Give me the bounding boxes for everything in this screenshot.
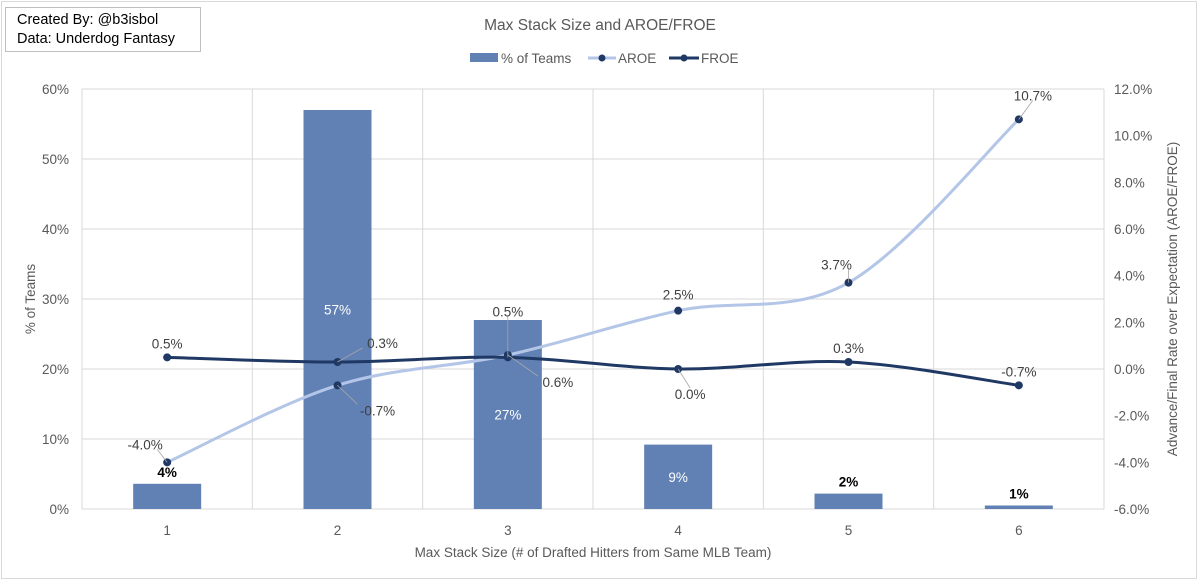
legend-swatch-froe-marker [680,54,688,62]
leader-line [156,449,168,463]
legend-swatch-bar [470,53,498,62]
x-tick-label: 3 [504,523,512,538]
line-series [163,115,1023,467]
aroe-data-label: 2.5% [663,288,694,303]
x-tick-label: 6 [1015,523,1023,538]
y2-tick-label: 6.0% [1114,222,1145,237]
y2-tick-label: -2.0% [1114,409,1149,424]
froe-line [165,355,1021,387]
bar-data-label: 2% [839,475,859,490]
froe-data-label: 0.5% [492,304,523,319]
leader-line [337,347,363,363]
y-axis-title: % of Teams [23,264,38,335]
y2-tick-label: -6.0% [1114,502,1149,517]
y2-tick-label: 4.0% [1114,269,1145,284]
legend-item-aroe[interactable]: AROE [588,51,656,66]
legend: % of Teams AROE FROE [470,51,739,66]
bar [814,493,883,509]
y2-tick-label: -4.0% [1114,455,1149,470]
froe-marker [844,358,853,366]
froe-data-label: 0.3% [833,341,864,356]
y2-tick-label: 0.0% [1114,362,1145,377]
credit-box: Created By: @b3isbol Data: Underdog Fant… [5,7,201,52]
legend-label-aroe: AROE [618,51,656,66]
aroe-line [165,117,1021,464]
data-labels: 4% 57% 27% 9% 2% 1% -4.0% -0.7% 0.6% 2.5% 3.7% 10.7… [128,88,1052,501]
legend-item-pct-teams[interactable]: % of Teams [470,51,572,66]
leader-line [677,368,691,389]
x-tick-label: 1 [163,523,171,538]
froe-data-label: -0.7% [1001,364,1036,379]
aroe-data-label: -4.0% [128,437,163,452]
bar-data-label: 4% [157,465,177,480]
y2-tick-label: 8.0% [1114,175,1145,190]
y-tick-label: 50% [42,152,69,167]
aroe-data-label: -0.7% [360,403,395,418]
y-tick-label: 20% [42,362,69,377]
bar [303,110,372,509]
y2-axis-title: Advance/Final Rate over Expectation (ARO… [1165,142,1180,456]
bar [644,444,713,509]
x-tick-label: 4 [674,523,682,538]
y-tick-label: 40% [42,222,69,237]
leader-line [337,385,358,405]
bar-data-label: 27% [494,408,521,423]
legend-label-pct-teams: % of Teams [501,51,572,66]
y2-tick-label: 2.0% [1114,315,1145,330]
aroe-marker [674,306,683,315]
legend-label-froe: FROE [701,51,739,66]
aroe-data-label: 0.6% [542,375,573,390]
aroe-data-label: 3.7% [821,258,852,273]
aroe-data-label: 10.7% [1014,88,1052,103]
credit-source: Data: Underdog Fantasy [17,31,175,47]
froe-marker [163,353,172,362]
bar-data-label: 1% [1009,487,1029,502]
froe-data-label: 0.3% [367,336,398,351]
leader-line [507,354,539,377]
x-axis-title: Max Stack Size (# of Drafted Hitters fro… [415,545,772,560]
y2-tick-label: 12.0% [1114,82,1152,97]
froe-data-label: 0.0% [675,387,706,402]
froe-data-label: 0.5% [152,336,183,351]
bar [133,483,202,509]
froe-marker [1014,381,1023,390]
y2-tick-label: 10.0% [1114,129,1152,144]
bar [984,505,1053,509]
gridlines [81,88,1105,510]
bar-data-label: 57% [324,303,351,318]
x-tick-label: 2 [334,523,342,538]
axes: 0% 10% 20% 30% 40% 50% 60% -6.0% -4.0% -2.0% 0.0% 2… [42,82,1152,538]
legend-item-froe[interactable]: FROE [669,51,739,66]
y-tick-label: 10% [42,432,69,447]
bar-series [133,110,1053,509]
bar-data-label: 9% [668,470,688,485]
credit-author: Created By: @b3isbol [17,12,159,28]
y-tick-label: 60% [42,82,69,97]
y-tick-label: 30% [42,292,69,307]
legend-swatch-aroe-marker [598,54,606,62]
y-tick-label: 0% [49,502,69,517]
chart-title: Max Stack Size and AROE/FROE [484,17,716,34]
x-tick-label: 5 [845,523,853,538]
leader-line [1018,100,1034,120]
